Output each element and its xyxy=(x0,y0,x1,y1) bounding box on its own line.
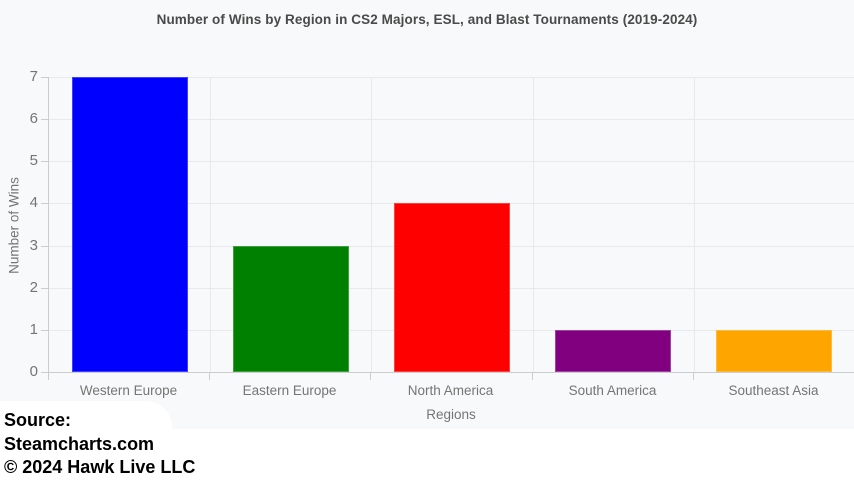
source-label: Source: xyxy=(4,410,72,430)
gridline-x-boundary-2 xyxy=(371,77,372,372)
chart-title: Number of Wins by Region in CS2 Majors, … xyxy=(156,12,698,27)
y-tick-mark-3 xyxy=(41,246,49,247)
x-tick-label-south-america: South America xyxy=(568,383,657,398)
bar-north-america xyxy=(394,203,510,372)
y-tick-label-6: 6 xyxy=(29,110,38,127)
y-tick-mark-1 xyxy=(41,330,49,331)
x-tick-mark-boundary-4 xyxy=(693,373,694,380)
x-tick-label-eastern-europe: Eastern Europe xyxy=(242,383,337,398)
bar-south-america xyxy=(555,330,671,372)
y-tick-mark-6 xyxy=(41,119,49,120)
y-tick-label-4: 4 xyxy=(29,194,38,211)
bar-eastern-europe xyxy=(233,246,349,372)
y-tick-label-3: 3 xyxy=(29,237,38,254)
y-tick-label-5: 5 xyxy=(29,152,38,169)
x-tick-mark-boundary-2 xyxy=(370,373,371,380)
y-tick-mark-5 xyxy=(41,161,49,162)
x-tick-label-north-america: North America xyxy=(407,383,494,398)
source-attribution: Source: Steamcharts.com © 2024 Hawk Live… xyxy=(0,401,196,487)
x-tick-mark-boundary-1 xyxy=(209,373,210,380)
x-axis-title: Regions xyxy=(426,407,476,422)
gridline-x-boundary-1 xyxy=(210,77,211,372)
gridline-x-boundary-4 xyxy=(694,77,695,372)
y-tick-label-2: 2 xyxy=(29,279,38,296)
gridline-y-6 xyxy=(49,119,854,121)
y-tick-mark-4 xyxy=(41,203,49,204)
source-copyright: © 2024 Hawk Live LLC xyxy=(4,457,196,477)
bar-southeast-asia xyxy=(716,330,832,372)
y-tick-label-0: 0 xyxy=(29,363,38,380)
bar-chart: Number of Wins by Region in CS2 Majors, … xyxy=(6,12,854,422)
bar-western-europe xyxy=(72,77,188,372)
x-tick-label-western-europe: Western Europe xyxy=(79,383,178,398)
y-tick-label-1: 1 xyxy=(29,321,38,338)
gridline-x-boundary-3 xyxy=(533,77,534,372)
plot-area xyxy=(48,77,854,373)
gridline-y-7 xyxy=(49,77,854,78)
y-tick-label-7: 7 xyxy=(29,68,38,85)
y-tick-mark-2 xyxy=(41,288,49,289)
y-tick-mark-0 xyxy=(41,372,49,373)
x-tick-label-southeast-asia: Southeast Asia xyxy=(728,383,819,398)
y-tick-mark-7 xyxy=(41,77,49,78)
x-tick-mark-boundary-0 xyxy=(48,373,49,380)
x-tick-mark-boundary-3 xyxy=(532,373,533,380)
gridline-y-5 xyxy=(49,161,854,163)
y-axis-title: Number of Wins xyxy=(6,177,22,274)
source-site: Steamcharts.com xyxy=(4,433,155,454)
